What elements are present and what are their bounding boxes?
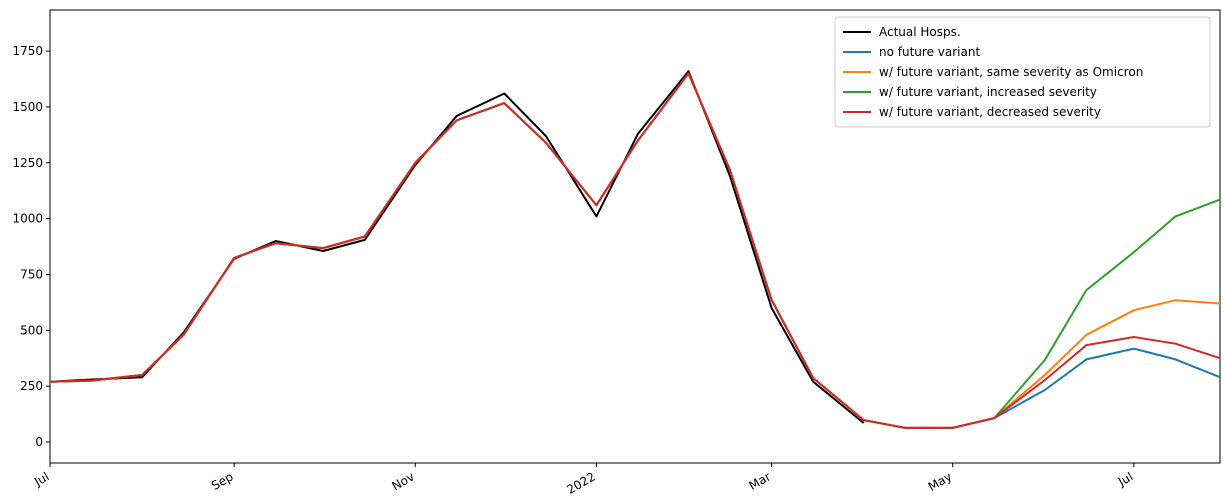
legend-label: Actual Hosps.	[879, 25, 961, 39]
y-tick-label: 250	[20, 379, 43, 393]
y-tick-label: 1500	[12, 100, 43, 114]
series-line	[49, 70, 865, 424]
legend-box	[834, 16, 1211, 128]
series-line	[49, 72, 1221, 429]
legend-label: w/ future variant, increased severity	[879, 85, 1097, 99]
legend-label: w/ future variant, same severity as Omic…	[879, 65, 1143, 79]
y-tick-label: 0	[35, 435, 43, 449]
y-tick-label: 750	[20, 267, 43, 281]
y-tick-label: 1250	[12, 156, 43, 170]
legend-label: no future variant	[879, 45, 980, 59]
x-tick-label: Jul	[1115, 469, 1135, 489]
y-tick-label: 1750	[12, 44, 43, 58]
y-tick-label: 1000	[12, 212, 43, 226]
x-tick-label: Sep	[209, 469, 236, 492]
x-tick-label: Nov	[389, 469, 416, 493]
x-tick-label: Mar	[746, 469, 773, 492]
x-tick-label: Jul	[31, 469, 51, 489]
x-tick-label: May	[926, 469, 954, 494]
y-tick-label: 500	[20, 323, 43, 337]
legend-label: w/ future variant, decreased severity	[879, 105, 1101, 119]
x-tick-label: 2022	[564, 469, 597, 496]
